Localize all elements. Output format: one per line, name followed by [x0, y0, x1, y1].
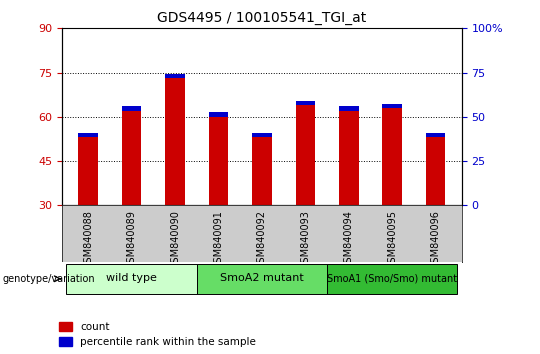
Bar [382, 108, 402, 205]
Text: SmoA1 (Smo/Smo) mutant: SmoA1 (Smo/Smo) mutant [327, 273, 457, 283]
Text: GSM840094: GSM840094 [344, 210, 354, 269]
Bar [426, 137, 445, 205]
Legend: count, percentile rank within the sample: count, percentile rank within the sample [59, 322, 256, 347]
Bar [122, 107, 141, 111]
Text: wild type: wild type [106, 273, 157, 283]
Text: GSM840093: GSM840093 [300, 210, 310, 269]
Text: GSM840090: GSM840090 [170, 210, 180, 269]
Text: GSM840091: GSM840091 [213, 210, 224, 269]
Bar [208, 117, 228, 205]
Bar [339, 107, 359, 111]
Bar [382, 104, 402, 108]
Bar [78, 133, 98, 137]
Bar [165, 74, 185, 79]
Bar [295, 101, 315, 105]
Bar [252, 137, 272, 205]
Bar [122, 111, 141, 205]
Text: genotype/variation: genotype/variation [3, 274, 96, 284]
Text: GSM840089: GSM840089 [126, 210, 137, 269]
Title: GDS4495 / 100105541_TGI_at: GDS4495 / 100105541_TGI_at [157, 11, 367, 24]
Text: GSM840088: GSM840088 [83, 210, 93, 269]
Bar [78, 137, 98, 205]
Text: GSM840095: GSM840095 [387, 210, 397, 269]
Text: GSM840092: GSM840092 [257, 210, 267, 269]
Bar [252, 133, 272, 137]
Bar [426, 133, 445, 137]
Bar [197, 264, 327, 294]
Bar [295, 105, 315, 205]
Bar [327, 264, 457, 294]
Bar [66, 264, 197, 294]
Text: GSM840096: GSM840096 [430, 210, 441, 269]
Bar [165, 79, 185, 205]
Bar [339, 111, 359, 205]
Bar [208, 113, 228, 117]
Text: SmoA2 mutant: SmoA2 mutant [220, 273, 304, 283]
